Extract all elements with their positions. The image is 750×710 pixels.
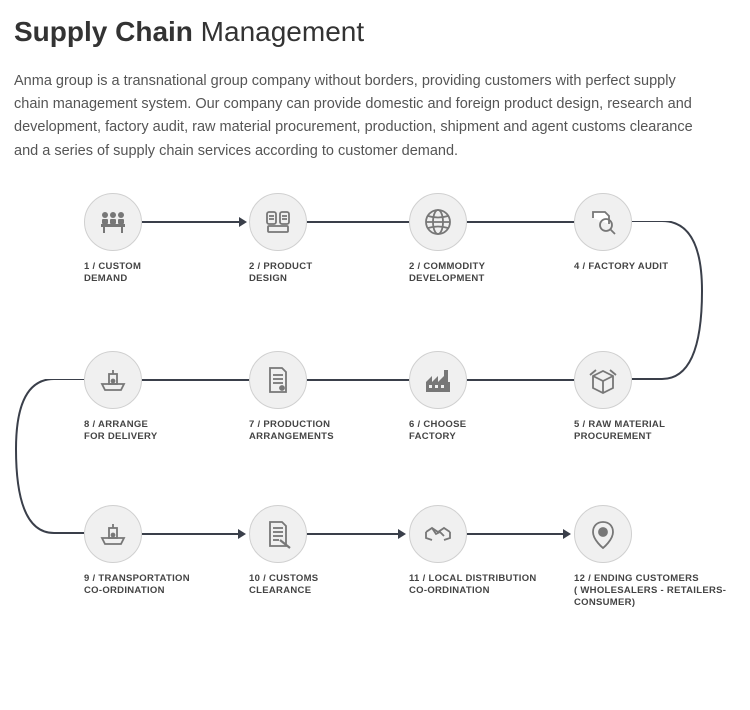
- title-light: Management: [193, 16, 364, 47]
- node-7-label: 7 / PRODUCTION ARRANGEMENTS: [249, 419, 409, 444]
- arrow-11-12: [563, 529, 571, 539]
- node-1-label: 1 / CUSTOM DEMAND: [84, 261, 244, 286]
- node-11-label: 11 / LOCAL DISTRIBUTION CO-ORDINATION: [409, 573, 569, 598]
- node-7-production-arrangements: 7 / PRODUCTION ARRANGEMENTS: [249, 351, 409, 444]
- connector-2-3: [307, 221, 409, 223]
- ship2-icon: [84, 505, 142, 563]
- arrow-1-2: [239, 217, 247, 227]
- handshake-icon: [409, 505, 467, 563]
- pin-icon: [574, 505, 632, 563]
- supply-chain-diagram: 1 / CUSTOM DEMAND 2 / PRODUCT DESIGN 2 /…: [14, 183, 734, 638]
- doc-icon: [249, 351, 307, 409]
- arrow-9-10: [238, 529, 246, 539]
- connector-5-6: [467, 379, 574, 381]
- connector-7-8: [142, 379, 249, 381]
- node-5-raw-material: 5 / RAW MATERIAL PROCUREMENT: [574, 351, 734, 444]
- node-1-custom-demand: 1 / CUSTOM DEMAND: [84, 193, 244, 286]
- node-6-label: 6 / CHOOSE FACTORY: [409, 419, 569, 444]
- node-3-label: 2 / COMMODITY DEVELOPMENT: [409, 261, 569, 286]
- node-2-product-design: 2 / PRODUCT DESIGN: [249, 193, 409, 286]
- connector-9-10: [142, 533, 240, 535]
- node-9-transportation: 9 / TRANSPORTATION CO-ORDINATION: [84, 505, 244, 598]
- node-5-label: 5 / RAW MATERIAL PROCUREMENT: [574, 419, 734, 444]
- node-2-label: 2 / PRODUCT DESIGN: [249, 261, 409, 286]
- connector-3-4: [467, 221, 574, 223]
- box-icon: [574, 351, 632, 409]
- clearance-icon: [249, 505, 307, 563]
- node-12-label: 12 / ENDING CUSTOMERS ( WHOLESALERS - RE…: [574, 573, 750, 610]
- design-icon: [249, 193, 307, 251]
- node-6-choose-factory: 6 / CHOOSE FACTORY: [409, 351, 569, 444]
- page-title: Supply Chain Management: [14, 16, 736, 48]
- connector-11-12: [467, 533, 565, 535]
- globe-icon: [409, 193, 467, 251]
- node-11-local-distribution: 11 / LOCAL DISTRIBUTION CO-ORDINATION: [409, 505, 569, 598]
- node-9-label: 9 / TRANSPORTATION CO-ORDINATION: [84, 573, 244, 598]
- connector-10-11: [307, 533, 400, 535]
- connector-1-2: [142, 221, 242, 223]
- title-bold: Supply Chain: [14, 16, 193, 47]
- meeting-icon: [84, 193, 142, 251]
- node-3-commodity-development: 2 / COMMODITY DEVELOPMENT: [409, 193, 569, 286]
- arrow-10-11: [398, 529, 406, 539]
- connector-6-7: [307, 379, 409, 381]
- node-12-ending-customers: 12 / ENDING CUSTOMERS ( WHOLESALERS - RE…: [574, 505, 750, 610]
- node-10-customs-clearance: 10 / CUSTOMS CLEARANCE: [249, 505, 409, 598]
- factory-icon: [409, 351, 467, 409]
- description-text: Anma group is a transnational group comp…: [14, 70, 714, 163]
- node-10-label: 10 / CUSTOMS CLEARANCE: [249, 573, 409, 598]
